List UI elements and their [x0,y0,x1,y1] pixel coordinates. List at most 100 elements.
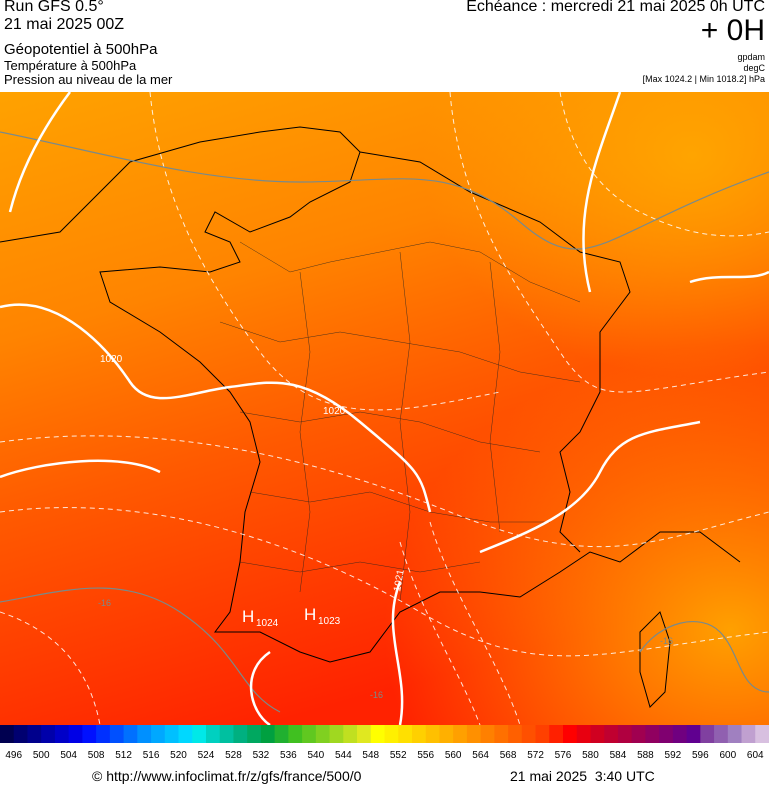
scale-swatch [672,725,688,743]
scale-swatch [755,725,769,743]
isotherm-label: -16 [370,690,383,700]
scale-label: 572 [527,750,544,761]
scale-swatch [590,725,605,743]
scale-swatch [411,725,427,743]
scale-swatch [727,725,743,743]
scale-label: 512 [115,750,132,761]
scale-label: 548 [362,750,379,761]
scale-label: 544 [335,750,352,761]
scale-swatch [741,725,756,743]
scale-label: 504 [60,750,77,761]
high-symbol: H [304,605,316,624]
scale-label: 528 [225,750,242,761]
scale-swatch [109,725,125,743]
scale-swatch [494,725,509,743]
isobars [0,92,769,725]
scale-label: 552 [390,750,407,761]
isobar-label: 1020 [100,354,123,365]
scale-swatch [604,725,619,743]
scale-swatch [315,725,331,743]
source-url: © http://www.infoclimat.fr/z/gfs/france/… [92,768,362,784]
isotherm-label: -16 [98,598,111,608]
scale-swatch [247,725,262,743]
scale-label: 604 [747,750,764,761]
scale-swatch [192,725,207,743]
scale-label: 592 [665,750,682,761]
scale-swatch [260,725,276,743]
scale-swatch [617,725,633,743]
scale-label: 580 [582,750,599,761]
scale-swatch [302,725,317,743]
scale-swatch [384,725,399,743]
scale-swatch [164,725,180,743]
scale-swatch [54,725,70,743]
scale-swatch [645,725,660,743]
scale-label: 556 [417,750,434,761]
run-title: Run GFS 0.5° [4,0,104,15]
map: 1020 1020 1021 H 1024 H 1023 -16 -16 -16 [0,92,769,725]
scale-swatch [205,725,221,743]
high-value: 1024 [256,618,279,629]
scale-label: 536 [280,750,297,761]
scale-swatch [425,725,440,743]
scale-swatch [576,725,591,743]
scale-swatch [563,725,578,743]
scale-label: 588 [637,750,654,761]
scale-swatch [82,725,97,743]
scale-swatch [329,725,344,743]
scale-swatch [343,725,358,743]
high-value: 1023 [318,616,341,627]
scale-swatch [714,725,729,743]
scale-swatch [453,725,468,743]
scale-swatch [96,725,111,743]
scale-label: 496 [5,750,22,761]
scale-swatch [357,725,372,743]
scale-swatch [521,725,537,743]
field [0,92,769,725]
pressure-range: [Max 1024.2 | Min 1018.2] hPa [642,74,765,84]
scale-swatch [466,725,482,743]
scale-swatch [480,725,495,743]
scale-swatch [68,725,83,743]
scale-label: 532 [253,750,270,761]
scale-swatch [549,725,564,743]
scale-label: 540 [307,750,324,761]
scale-swatch [700,725,715,743]
valid-time: Echéance : mercredi 21 mai 2025 0h UTC [466,0,765,15]
scale-swatch [123,725,138,743]
isotherms [0,131,769,713]
scale-swatch [151,725,166,743]
scale-swatch [13,725,28,743]
color-scale: 496 500 504 508 512 516 520 524 528 532 536 540 544 5… [0,725,769,761]
scale-label: 576 [555,750,572,761]
scale-swatch [508,725,523,743]
geopotential-lines [0,92,769,725]
scale-label: 600 [719,750,736,761]
scale-label: 524 [198,750,215,761]
scale-swatch [439,725,454,743]
coastline [0,126,741,708]
scale-label: 596 [692,750,709,761]
scale-swatch [288,725,303,743]
unit-label: gpdam [737,52,765,62]
layer-label: Température à 500hPa [4,58,137,73]
scale-label: 560 [445,750,462,761]
scale-swatch [0,725,15,743]
generated-time: 21 mai 2025 3:40 UTC [510,768,655,784]
layer-label: Pression au niveau de la mer [4,72,173,87]
isotherm-label: -16 [660,636,673,646]
run-date: 21 mai 2025 00Z [4,16,125,33]
scale-label: 508 [88,750,105,761]
scale-label: 516 [143,750,160,761]
scale-swatch [631,725,646,743]
scale-swatch [398,725,413,743]
isobar-label: 1020 [323,406,346,417]
borders [219,241,581,603]
unit-label: degC [743,63,765,73]
scale-swatch [27,725,42,743]
scale-label: 500 [33,750,50,761]
scale-swatch [535,725,550,743]
scale-swatch [178,725,193,743]
isobar-label: 1021 [392,568,407,592]
